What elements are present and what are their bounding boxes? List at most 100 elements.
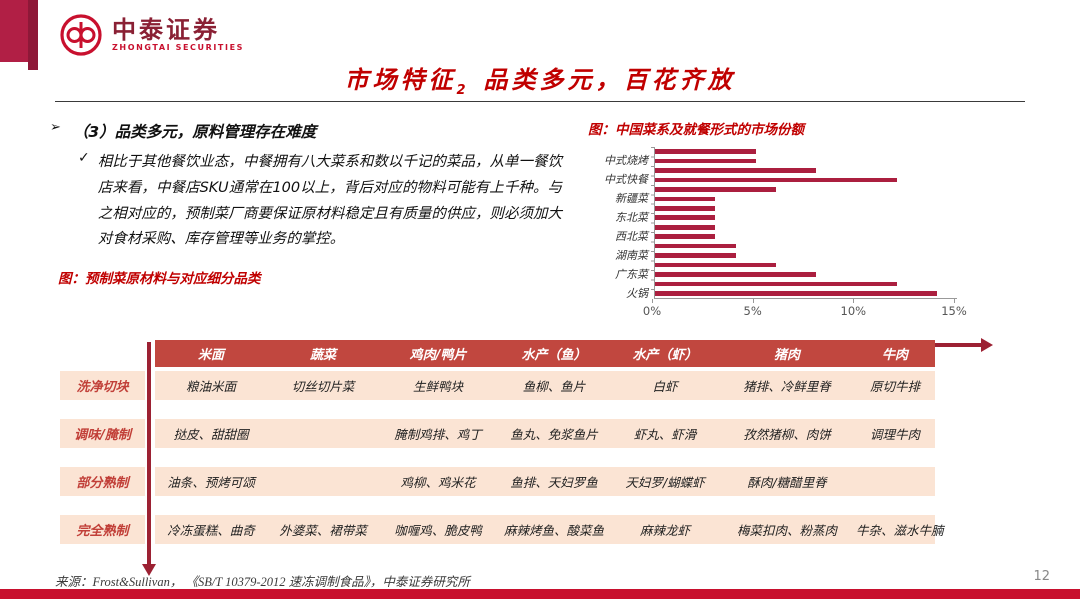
table-header-cells: 米面 蔬菜 鸡肉/鸭片 水产（鱼） 水产（虾） 猪肉 牛肉	[155, 340, 935, 367]
table-cell: 麻辣龙虾	[639, 523, 690, 538]
chart-bar	[655, 196, 716, 202]
chart-y-axis-ticks	[651, 147, 655, 298]
table-header-row: 米面 蔬菜 鸡肉/鸭片 水产（鱼） 水产（虾） 猪肉 牛肉	[60, 340, 1020, 367]
table-cell: 虾丸、虾滑	[633, 427, 697, 442]
chart-x-tick	[954, 299, 955, 303]
table-cell: 粮油米面	[185, 379, 236, 394]
chart-category-label: 东北菜	[615, 211, 648, 225]
table-header-cell: 牛肉	[881, 348, 908, 363]
chart-x-axis: 0% 5% 10% 15%	[643, 299, 967, 319]
chart-category-label: 中式快餐	[604, 173, 648, 187]
chart-bar	[655, 158, 756, 164]
chart-category-label: 广东菜	[615, 267, 648, 281]
table-cell: 挞皮、甜甜圈	[173, 427, 249, 442]
table-header-spacer	[60, 340, 145, 367]
chart-bar	[655, 187, 776, 192]
chart-bar	[655, 168, 817, 173]
footer-accent-bar	[0, 589, 1080, 599]
chart-bar	[655, 206, 716, 211]
table-cell	[855, 477, 935, 487]
table-cell: 酥肉/糖醋里脊	[747, 475, 827, 490]
page-title-number: 2	[456, 82, 470, 98]
chart-bar	[655, 253, 736, 258]
table-row-label: 完全熟制	[60, 515, 145, 544]
table-cell: 鸡柳、鸡米花	[400, 475, 476, 490]
table-row-label: 调味/腌制	[60, 419, 145, 448]
section-heading-text: （3）品类多元，原料管理存在难度	[72, 123, 317, 141]
table-cell: 牛杂、滋水牛腩	[856, 523, 944, 538]
table-cell: 油条、预烤可颂	[167, 475, 255, 490]
table-rows: 洗净切块 粮油米面 切丝切片菜 生鲜鸭块 鱼柳、鱼片 白虾 猪排、冷鲜里脊 原切牛排调味/腌制…	[60, 371, 1020, 544]
table-cell: 冷冻蛋糕、曲奇	[167, 523, 255, 538]
table-row-label: 洗净切块	[60, 371, 145, 400]
market-share-chart: 图：中国菜系及就餐形式的市场份额 中式烧烤 中式快餐 新疆菜 东北菜 西北菜 湖南菜 广东菜…	[588, 118, 1018, 319]
process-axis-down-arrow-icon	[142, 342, 156, 576]
table-cell: 外婆菜、裙带菜	[279, 523, 367, 538]
chart-title: 图：中国菜系及就餐形式的市场份额	[588, 122, 804, 138]
corner-accent-block-dark	[28, 0, 38, 70]
chart-bar	[655, 234, 716, 239]
ingredients-table: 米面 蔬菜 鸡肉/鸭片 水产（鱼） 水产（虾） 猪肉 牛肉 洗净切块 粮油米面 切丝切片菜 生鲜鸭…	[60, 338, 1020, 576]
table-cell: 鱼排、天妇罗鱼	[510, 475, 598, 490]
table-cell: 白虾	[652, 379, 678, 394]
table-cell: 鱼丸、免浆鱼片	[510, 427, 598, 442]
chart-category-label: 西北菜	[615, 229, 648, 243]
chart-bar	[655, 149, 756, 155]
chart-category-label: 火锅	[626, 286, 648, 300]
chart-category-label: 湖南菜	[615, 248, 648, 262]
check-bullet-icon: ✓	[78, 150, 90, 166]
category-axis-right-arrow-icon	[935, 338, 993, 352]
chart-bar	[655, 262, 776, 268]
logo-company-name-en: ZHONGTAI SECURITIES	[112, 43, 244, 53]
chart-bar	[655, 177, 897, 183]
table-row: 部分熟制 油条、预烤可颂 鸡柳、鸡米花 鱼排、天妇罗鱼 天妇罗/蝴蝶虾 酥肉/糖醋里脊	[60, 467, 1020, 496]
table-cell: 鱼柳、鱼片	[522, 379, 586, 394]
chart-bar	[655, 243, 736, 249]
text-panel: ➢ （3）品类多元，原料管理存在难度 ✓ 相比于其他餐饮业态，中餐拥有八大菜系和…	[50, 120, 562, 287]
chart-x-tick-label: 15%	[941, 304, 967, 318]
chart-bar	[655, 224, 716, 230]
chart-category-label: 新疆菜	[615, 192, 648, 206]
table-cell: 咖喱鸡、脆皮鸭	[394, 523, 482, 538]
chart-x-tick-label: 0%	[642, 304, 662, 318]
table-header-cell: 蔬菜	[309, 348, 336, 363]
corner-accent-block	[0, 0, 28, 62]
table-header-cell: 鸡肉/鸭片	[409, 348, 467, 363]
page-title: 市场特征2 品类多元，百花齐放	[344, 66, 736, 98]
title-divider	[55, 101, 1025, 102]
table-cell: 孜然猪柳、肉饼	[743, 427, 831, 442]
table-caption: 图：预制菜原材料与对应细分品类	[58, 271, 261, 288]
chart-x-tick	[853, 299, 855, 303]
table-cell	[267, 429, 379, 439]
chart-x-tick	[652, 299, 653, 303]
section-heading: ➢ （3）品类多元，原料管理存在难度	[50, 120, 562, 142]
chart-bar	[655, 290, 937, 296]
chart-bar	[655, 272, 817, 277]
table-cell: 原切牛排	[869, 379, 920, 394]
table-cell: 调理牛肉	[869, 427, 920, 442]
company-logo: 中泰证券 ZHONGTAI SECURITIES	[58, 12, 244, 58]
table-cell: 梅菜扣肉、粉蒸肉	[736, 523, 837, 538]
table-cell: 麻辣烤鱼、酸菜鱼	[503, 523, 604, 538]
table-cell	[267, 477, 379, 487]
chart-bar	[655, 281, 897, 287]
table-cell: 天妇罗/蝴蝶虾	[625, 475, 705, 490]
zhongtai-logo-icon	[60, 14, 102, 56]
table-row-label: 部分熟制	[60, 467, 145, 496]
table-cell: 生鲜鸭块	[412, 379, 463, 394]
chart-x-tick	[752, 299, 754, 303]
table-header-cell: 米面	[197, 348, 224, 363]
chart-x-tick-label: 5%	[743, 304, 762, 318]
body-paragraph: 相比于其他餐饮业态，中餐拥有八大菜系和数以千记的菜品，从单一餐饮店来看，中餐店S…	[97, 154, 562, 248]
logo-company-name: 中泰证券	[112, 15, 220, 44]
chart-plot	[651, 147, 957, 299]
table-cell: 腌制鸡排、鸡丁	[394, 427, 482, 442]
table-row: 洗净切块 粮油米面 切丝切片菜 生鲜鸭块 鱼柳、鱼片 白虾 猪排、冷鲜里脊 原切牛排	[60, 371, 1020, 400]
chart-category-labels: 中式烧烤 中式快餐 新疆菜 东北菜 西北菜 湖南菜 广东菜 火锅	[590, 147, 654, 299]
table-row: 调味/腌制 挞皮、甜甜圈 腌制鸡排、鸡丁 鱼丸、免浆鱼片 虾丸、虾滑 孜然猪柳、肉饼 调理牛…	[60, 419, 1020, 448]
arrow-bullet-icon: ➢	[50, 120, 61, 135]
table-cell: 切丝切片菜	[291, 379, 355, 394]
table-header-cell: 猪肉	[773, 348, 800, 363]
table-header-cell: 水产（鱼）	[521, 348, 587, 363]
table-cell: 猪排、冷鲜里脊	[743, 379, 831, 394]
